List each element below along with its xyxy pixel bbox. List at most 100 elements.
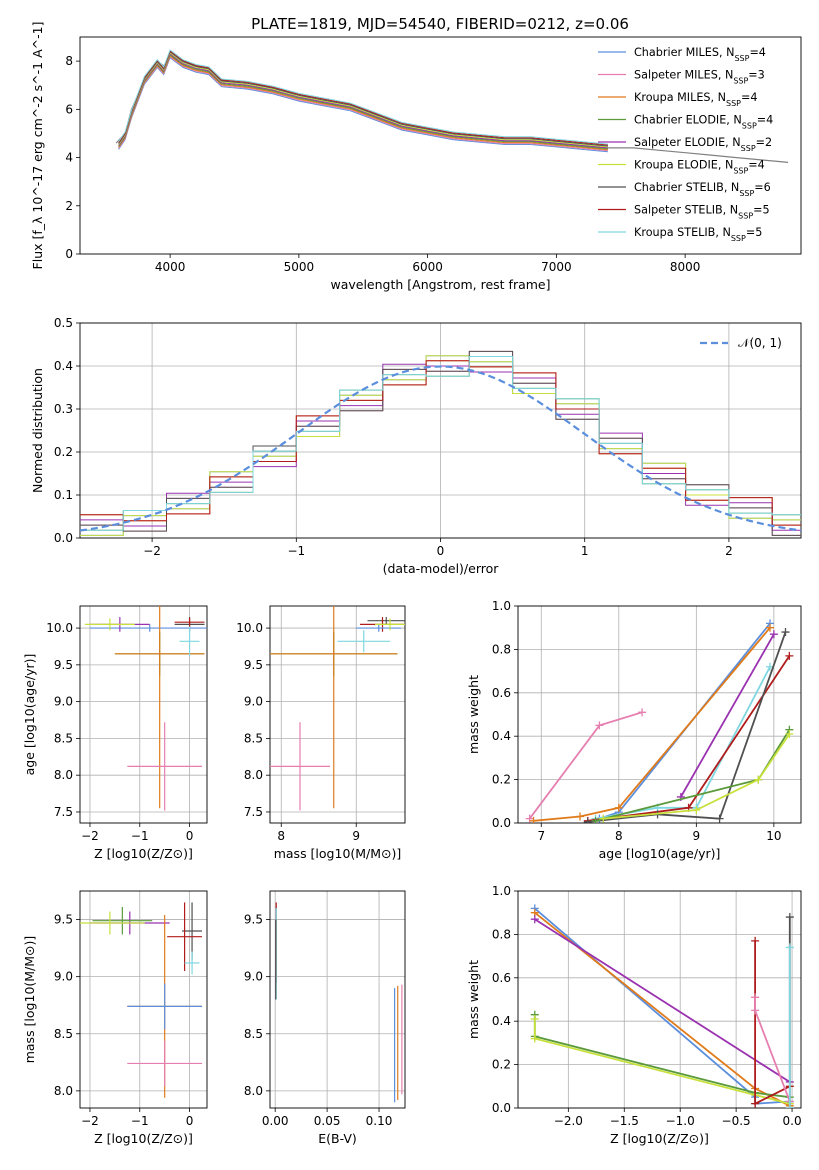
massweight-marker xyxy=(751,993,760,1002)
x-tick-label: 9 xyxy=(693,829,701,843)
x-tick-label: 7 xyxy=(537,829,545,843)
model-spectrum-line xyxy=(118,51,608,147)
massweight-marker xyxy=(751,1099,760,1108)
massweight-line xyxy=(680,633,775,798)
massweight-line xyxy=(534,907,790,1105)
plot-frame xyxy=(79,890,208,1109)
model-spectrum-line xyxy=(118,56,608,152)
x-axis-label: Z [log10(Z/Z⊙)] xyxy=(94,846,193,861)
y-tick-label: 9.5 xyxy=(244,913,263,927)
massweight-marker xyxy=(751,936,760,945)
x-axis-label: mass [log10(M/M⊙)] xyxy=(274,846,402,861)
x-tick-label: 0.05 xyxy=(314,1114,341,1128)
normal-curve xyxy=(80,365,801,532)
y-axis-label: mass [log10(M/M⊙)] xyxy=(22,936,37,1064)
y-tick-label: 8.0 xyxy=(54,768,73,782)
y-tick-label: 0.4 xyxy=(492,1014,511,1028)
massweight-marker xyxy=(785,730,794,739)
residual-histogram xyxy=(80,356,801,531)
massweight-marker xyxy=(781,628,790,637)
residuals-panel: −2 −1 0 1 2 0.0 0.1 0.2 0.3 0.4 0.5 (data-model)/er… xyxy=(30,316,802,576)
plot-frame xyxy=(269,605,406,824)
massweight-traces xyxy=(530,904,794,1108)
y-tick-label: 0.6 xyxy=(492,686,511,700)
mass-vs-metallicity-panel: −2 −1 0 8.0 8.5 9.0 9.5 Z [log10(Z/Z⊙)] mass [lo… xyxy=(22,890,208,1146)
model-spectrum-line xyxy=(118,53,608,149)
x-tick-label: −2 xyxy=(81,829,99,843)
legend-entry: Kroupa ELODIE, NSSP=4 xyxy=(634,159,765,176)
massweight-marker xyxy=(530,915,539,924)
plot-frame xyxy=(79,322,802,539)
massweight-marker xyxy=(785,913,794,922)
massweight-vs-metallicity-panel: −2.0 −1.5 −1.0 −0.5 0.0 0.0 0.2 0.4 0.6 0.8 1.0 Z [… xyxy=(466,884,802,1146)
y-tick-label: 0.0 xyxy=(492,816,511,830)
y-tick-label: 0 xyxy=(65,247,73,261)
massweight-line xyxy=(595,666,771,820)
y-tick-label: 6 xyxy=(65,102,73,116)
y-tick-label: 7.5 xyxy=(244,805,263,819)
x-tick-label: −2.0 xyxy=(554,1114,583,1128)
x-tick-label: 0.10 xyxy=(366,1114,393,1128)
model-spectrum-line xyxy=(118,56,608,153)
y-tick-label: 9.0 xyxy=(54,695,73,709)
y-tick-label: 8 xyxy=(65,54,73,68)
x-tick-label: 0 xyxy=(437,544,445,558)
massweight-line xyxy=(587,631,787,823)
y-tick-label: 8.0 xyxy=(244,768,263,782)
massweight-marker xyxy=(638,708,647,717)
y-tick-label: 0.3 xyxy=(54,402,73,416)
massweight-marker xyxy=(614,803,623,812)
y-axis-label: age [log10(age/yr)] xyxy=(22,654,37,776)
plot-frame xyxy=(517,890,802,1109)
x-axis-label: Z [log10(Z/Z⊙)] xyxy=(610,1131,709,1146)
massweight-marker xyxy=(785,943,794,952)
y-tick-label: 8.5 xyxy=(244,1027,263,1041)
massweight-line xyxy=(587,655,791,822)
x-tick-label: −2 xyxy=(81,1114,99,1128)
x-tick-label: 1 xyxy=(581,544,589,558)
y-tick-label: 8.5 xyxy=(244,731,263,745)
massweight-marker xyxy=(754,775,763,784)
mass-vs-extinction-panel: 0.00 0.05 0.10 8.0 8.5 9.0 9.5 E(B-V) xyxy=(244,890,406,1146)
massweight-line xyxy=(533,1019,791,1105)
y-tick-label: 9.0 xyxy=(244,695,263,709)
massweight-marker xyxy=(769,630,778,639)
x-tick-label: 4000 xyxy=(155,260,186,274)
massweight-marker xyxy=(785,1104,794,1108)
spectrum-panel: 4000 5000 6000 7000 8000 0 2 4 6 8 wavelength [Ang… xyxy=(30,22,802,292)
massweight-traces xyxy=(525,619,794,823)
massweight-line xyxy=(534,918,791,1083)
histogram-traces xyxy=(80,350,801,536)
y-tick-label: 10.0 xyxy=(236,621,263,635)
y-axis-label: mass weight xyxy=(466,960,481,1039)
massweight-line xyxy=(603,733,791,820)
y-axis-label: Normed distribution xyxy=(30,368,45,493)
x-axis-label: wavelength [Angstrom, rest frame] xyxy=(330,277,550,292)
model-spectrum-line xyxy=(118,50,608,146)
y-tick-label: 8.0 xyxy=(244,1084,263,1098)
y-tick-label: 0.0 xyxy=(492,1101,511,1115)
errorbar-points xyxy=(80,902,203,1098)
massweight-marker xyxy=(591,816,600,823)
plot-frame xyxy=(269,890,406,1109)
errorbar-points xyxy=(270,606,405,811)
massweight-marker xyxy=(595,721,604,730)
y-tick-label: 0.1 xyxy=(54,488,73,502)
legend-entry: Salpeter MILES, NSSP=3 xyxy=(634,69,765,86)
y-tick-label: 8.5 xyxy=(54,1027,73,1041)
y-axis-label: Flux [f_λ 10^-17 erg cm^-2 s^-1 A^-1] xyxy=(30,22,45,270)
model-spectrum-line xyxy=(118,54,608,150)
massweight-marker xyxy=(765,623,774,632)
x-axis-label: Z [log10(Z/Z⊙)] xyxy=(94,1131,193,1146)
y-tick-label: 0.6 xyxy=(492,971,511,985)
x-tick-label: −1.0 xyxy=(666,1114,695,1128)
legend-entry: Chabrier ELODIE, NSSP=4 xyxy=(634,114,773,131)
model-spectrum-line xyxy=(118,52,608,148)
y-tick-label: 1.0 xyxy=(492,884,511,898)
x-tick-label: 10 xyxy=(766,829,781,843)
y-tick-label: 9.5 xyxy=(54,913,73,927)
y-tick-label: 0.2 xyxy=(54,445,73,459)
massweight-marker xyxy=(530,1015,539,1024)
x-tick-label: 8 xyxy=(277,829,285,843)
